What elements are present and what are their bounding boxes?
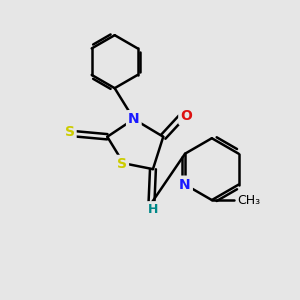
Text: N: N <box>179 178 191 192</box>
Text: S: S <box>117 157 127 171</box>
Text: O: O <box>180 109 192 123</box>
Text: N: N <box>128 112 140 126</box>
Text: H: H <box>148 203 158 216</box>
Text: S: S <box>64 125 75 139</box>
Text: CH₃: CH₃ <box>238 194 261 207</box>
